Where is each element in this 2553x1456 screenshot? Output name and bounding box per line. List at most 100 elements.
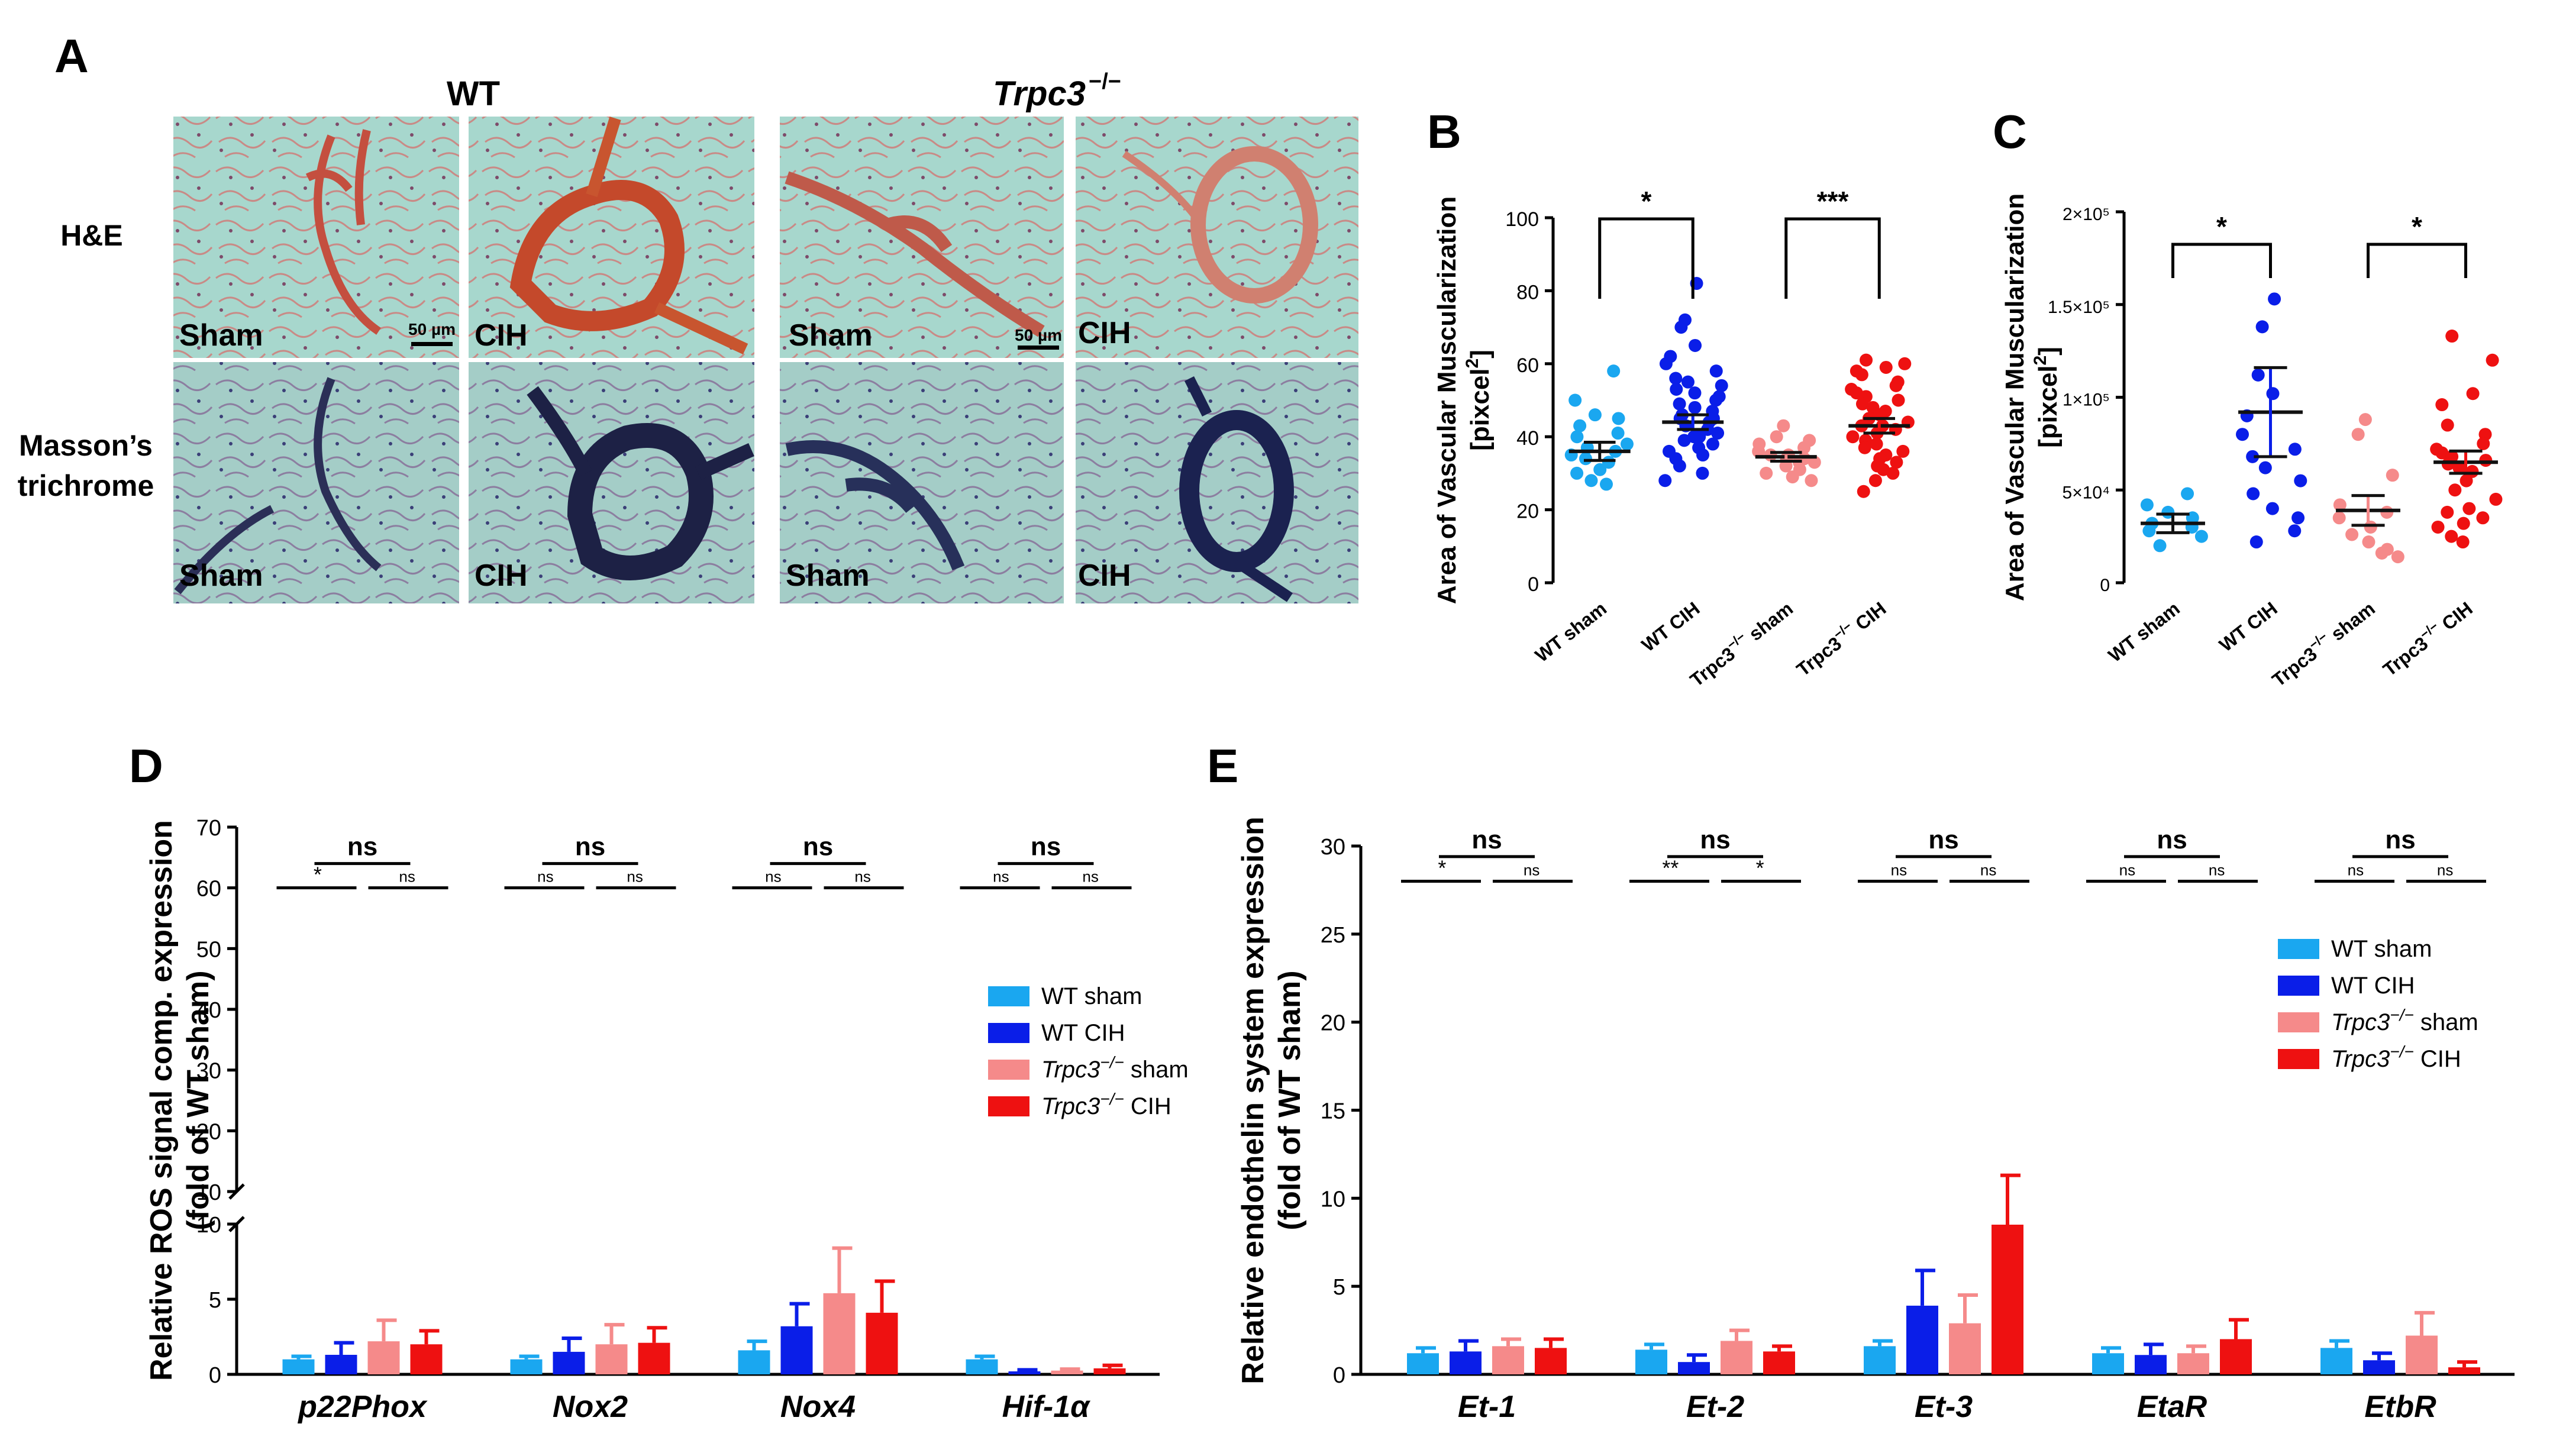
data-point <box>2364 520 2377 534</box>
data-point <box>2441 505 2454 519</box>
data-point <box>2445 330 2459 343</box>
y-tick-label: 0 <box>1333 1363 1345 1388</box>
group-label-wt: WT <box>447 75 500 113</box>
data-point <box>1709 364 1723 378</box>
significance-bracket <box>2367 243 2467 278</box>
sig-label-right: * <box>1756 856 1764 880</box>
data-point <box>2456 535 2470 549</box>
sig-label-top: ns <box>1928 825 1958 854</box>
chart-c: 0 5×10⁴ 1×10⁵ 1.5×10⁵ 2×10⁵ Area of Vascular … <box>2000 193 2503 691</box>
he-image-wt-cih <box>469 117 754 358</box>
data-point <box>2435 398 2449 412</box>
series-trpc3-cih <box>1845 353 1915 498</box>
data-point <box>2181 487 2194 501</box>
bar <box>2220 1339 2252 1374</box>
data-point <box>1681 375 1695 389</box>
bar <box>1721 1341 1752 1374</box>
bar <box>2092 1353 2124 1374</box>
data-point <box>2375 546 2389 560</box>
y-axis-label: Area of Vascular Muscularization <box>2000 193 2029 602</box>
bar <box>1763 1351 1795 1374</box>
data-point <box>1711 427 1725 440</box>
data-point <box>1696 466 1709 480</box>
sig-label-right: ns <box>627 868 643 886</box>
bar <box>1535 1348 1567 1374</box>
data-point <box>1688 386 1702 400</box>
data-point <box>2486 353 2499 367</box>
chart-e: 0 5 10 15 20 25 30 Relative endothelin system e… <box>1236 816 2515 1424</box>
legend-swatch <box>988 1023 1029 1043</box>
significance-bracket <box>2171 243 2272 278</box>
y-tick-label: 0 <box>1528 573 1539 596</box>
y-tick-label: 80 <box>1516 281 1539 304</box>
sig-label-left: ns <box>993 868 1009 886</box>
sig-label-top: ns <box>2385 825 2415 854</box>
y-tick-label: 50 <box>196 937 221 962</box>
x-category-label: WT sham <box>1531 598 1610 666</box>
sig-label-right: ns <box>399 868 415 886</box>
sig-label-top: ns <box>2157 825 2187 854</box>
bar <box>823 1293 856 1374</box>
data-point <box>1570 430 1584 444</box>
legend-swatch <box>2278 1012 2319 1032</box>
bar <box>1492 1346 1524 1374</box>
row-label-masson-1: Masson’s <box>19 429 153 462</box>
series-wt-cih <box>1658 277 1728 488</box>
y-axis-label-units: (fold of WT sham) <box>1273 970 1307 1230</box>
scalebar-2 <box>1018 346 1059 350</box>
data-point <box>2477 437 2490 450</box>
tile-label-1: Sham <box>179 318 263 353</box>
data-point <box>1693 430 1706 444</box>
y-axis-label: Relative ROS signal comp. expression <box>144 820 179 1381</box>
sig-label-right: ns <box>1980 861 1996 879</box>
bar <box>1864 1346 1896 1374</box>
data-point <box>2435 446 2449 460</box>
data-point <box>1879 360 1893 374</box>
data-point <box>2333 498 2347 512</box>
data-point <box>1890 456 1903 469</box>
bar <box>410 1344 443 1374</box>
row-label-he: H&E <box>60 219 123 252</box>
he-image-wt-sham <box>173 117 459 358</box>
bar <box>2406 1335 2438 1374</box>
sig-label-right: ns <box>2437 861 2453 879</box>
sig-label-top: ns <box>1471 825 1502 854</box>
legend-label: WT CIH <box>2331 973 2415 999</box>
y-axis-label: Relative endothelin system expression <box>1236 816 1270 1384</box>
masson-image-wt-cih <box>469 362 754 603</box>
y-tick-label: 10 <box>196 1213 221 1238</box>
legend-swatch <box>2278 1049 2319 1069</box>
x-category-label: Hif-1α <box>1002 1390 1092 1424</box>
data-point <box>2479 454 2493 467</box>
sig-label-top: ns <box>803 832 833 861</box>
data-point <box>1868 474 1882 488</box>
data-point <box>1568 393 1582 407</box>
y-tick-label: 10 <box>196 1180 221 1205</box>
data-point <box>2462 502 2476 515</box>
x-category-label: Et-3 <box>1915 1390 1973 1424</box>
data-point <box>1770 430 1783 444</box>
data-point <box>1857 485 1870 498</box>
tile-label-2: CIH <box>475 318 528 353</box>
significance-label: * <box>1641 186 1652 217</box>
data-point <box>2358 413 2372 427</box>
y-tick-label: 20 <box>1516 501 1539 523</box>
data-point <box>1715 379 1728 392</box>
sig-label-right: ns <box>1524 861 1539 879</box>
legend-label: WT sham <box>2331 936 2432 962</box>
data-point <box>2345 528 2359 541</box>
data-point <box>1579 452 1592 466</box>
scalebar-1 <box>411 342 453 346</box>
panel-label-b: B <box>1427 105 1461 158</box>
row-label-masson-2: trichrome <box>18 469 154 502</box>
bar <box>510 1359 543 1374</box>
y-tick-label: 40 <box>196 998 221 1023</box>
data-point <box>1600 477 1613 491</box>
y-axis-label-units: (fold of WT sham) <box>181 970 215 1230</box>
significance-bracket <box>1598 217 1695 299</box>
tile-label-3: Sham <box>789 318 873 353</box>
data-point <box>1898 357 1912 370</box>
data-point <box>2380 505 2394 519</box>
bar <box>553 1351 585 1374</box>
